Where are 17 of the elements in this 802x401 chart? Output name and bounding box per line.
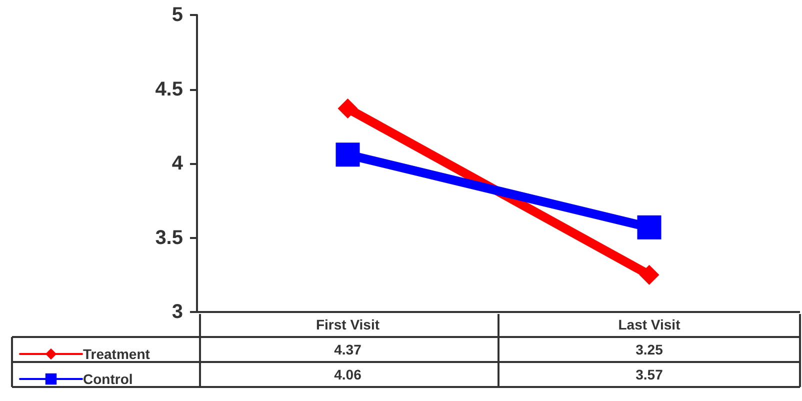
x-tick-label: First Visit [316, 316, 380, 332]
y-tick-label: 5 [172, 4, 183, 26]
y-tick-label: 3.5 [155, 226, 183, 249]
data-label: 4.37 [334, 342, 362, 358]
data-label: 4.06 [334, 366, 362, 382]
point [336, 142, 360, 167]
y-tick-label: 4 [172, 152, 184, 174]
y-tick-label: 3 [172, 301, 183, 323]
data-label: 3.57 [636, 366, 664, 382]
point [639, 264, 660, 285]
point [637, 215, 662, 240]
x-tick-label: Last Visit [618, 316, 681, 332]
legend-label: Treatment [83, 346, 150, 362]
data-label: 3.25 [636, 342, 664, 358]
y-tick-label: 4.5 [155, 78, 183, 100]
point [338, 98, 358, 119]
legend-label: Control [83, 371, 133, 387]
